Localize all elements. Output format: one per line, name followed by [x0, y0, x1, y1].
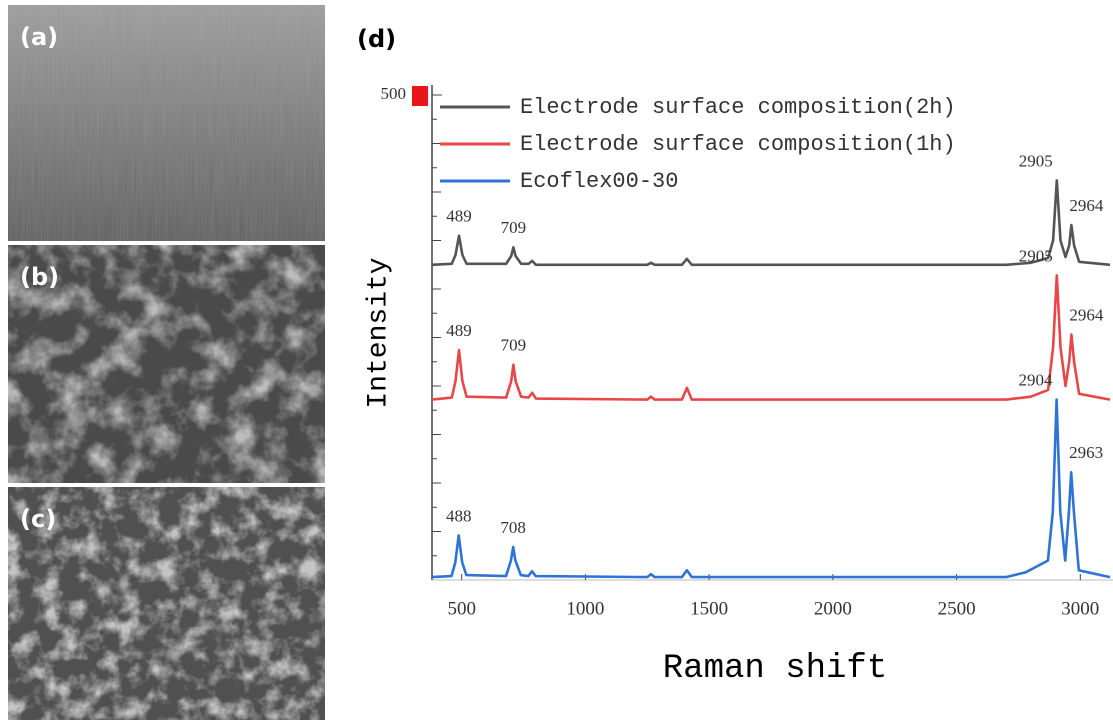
x-tick-label: 500	[447, 598, 476, 619]
peak-label: 489	[446, 321, 472, 340]
plot: 500 1000 1500 2000 2500 3000 500 489 709 2905 2964…	[381, 84, 1111, 619]
panel-label: (b)	[20, 263, 59, 291]
peak-label: 2964	[1069, 305, 1104, 324]
x-tick-label: 1000	[566, 598, 604, 619]
x-tick-label: 1500	[690, 598, 728, 619]
y-axis-label: Intensity	[363, 257, 394, 408]
panel-label: (d)	[357, 25, 396, 53]
spectrum-line	[432, 275, 1110, 399]
x-axis-label: Raman shift	[663, 650, 887, 688]
peak-label: 488	[446, 506, 472, 525]
y-tick-label: 500	[381, 84, 407, 103]
figure: (a) (b) (c) (d) Intensity Raman shift 50…	[0, 0, 1113, 720]
panel-label: (c)	[20, 505, 56, 533]
x-tick-label: 2000	[814, 598, 852, 619]
spectrum-line	[432, 400, 1110, 577]
peak-label: 2904	[1019, 370, 1054, 389]
canvas: (a) (b) (c) (d) Intensity Raman shift 50…	[0, 0, 1113, 720]
legend-label: Electrode surface composition(2h)	[520, 95, 956, 120]
peak-label: 2905	[1019, 246, 1053, 265]
legend-label: Ecoflex00-30	[520, 169, 678, 194]
peak-label: 2963	[1069, 443, 1103, 462]
peak-label: 708	[500, 518, 526, 537]
x-tick-label: 2500	[938, 598, 976, 619]
legend-label: Electrode surface composition(1h)	[520, 132, 956, 157]
peak-label: 709	[501, 336, 527, 355]
peak-label: 2905	[1019, 151, 1053, 170]
x-tick-label: 3000	[1061, 598, 1099, 619]
peak-label: 2964	[1069, 196, 1104, 215]
panel-label: (a)	[20, 23, 58, 51]
peak-label: 489	[446, 207, 472, 226]
peak-label: 709	[501, 218, 527, 237]
highlight-box	[412, 86, 428, 106]
